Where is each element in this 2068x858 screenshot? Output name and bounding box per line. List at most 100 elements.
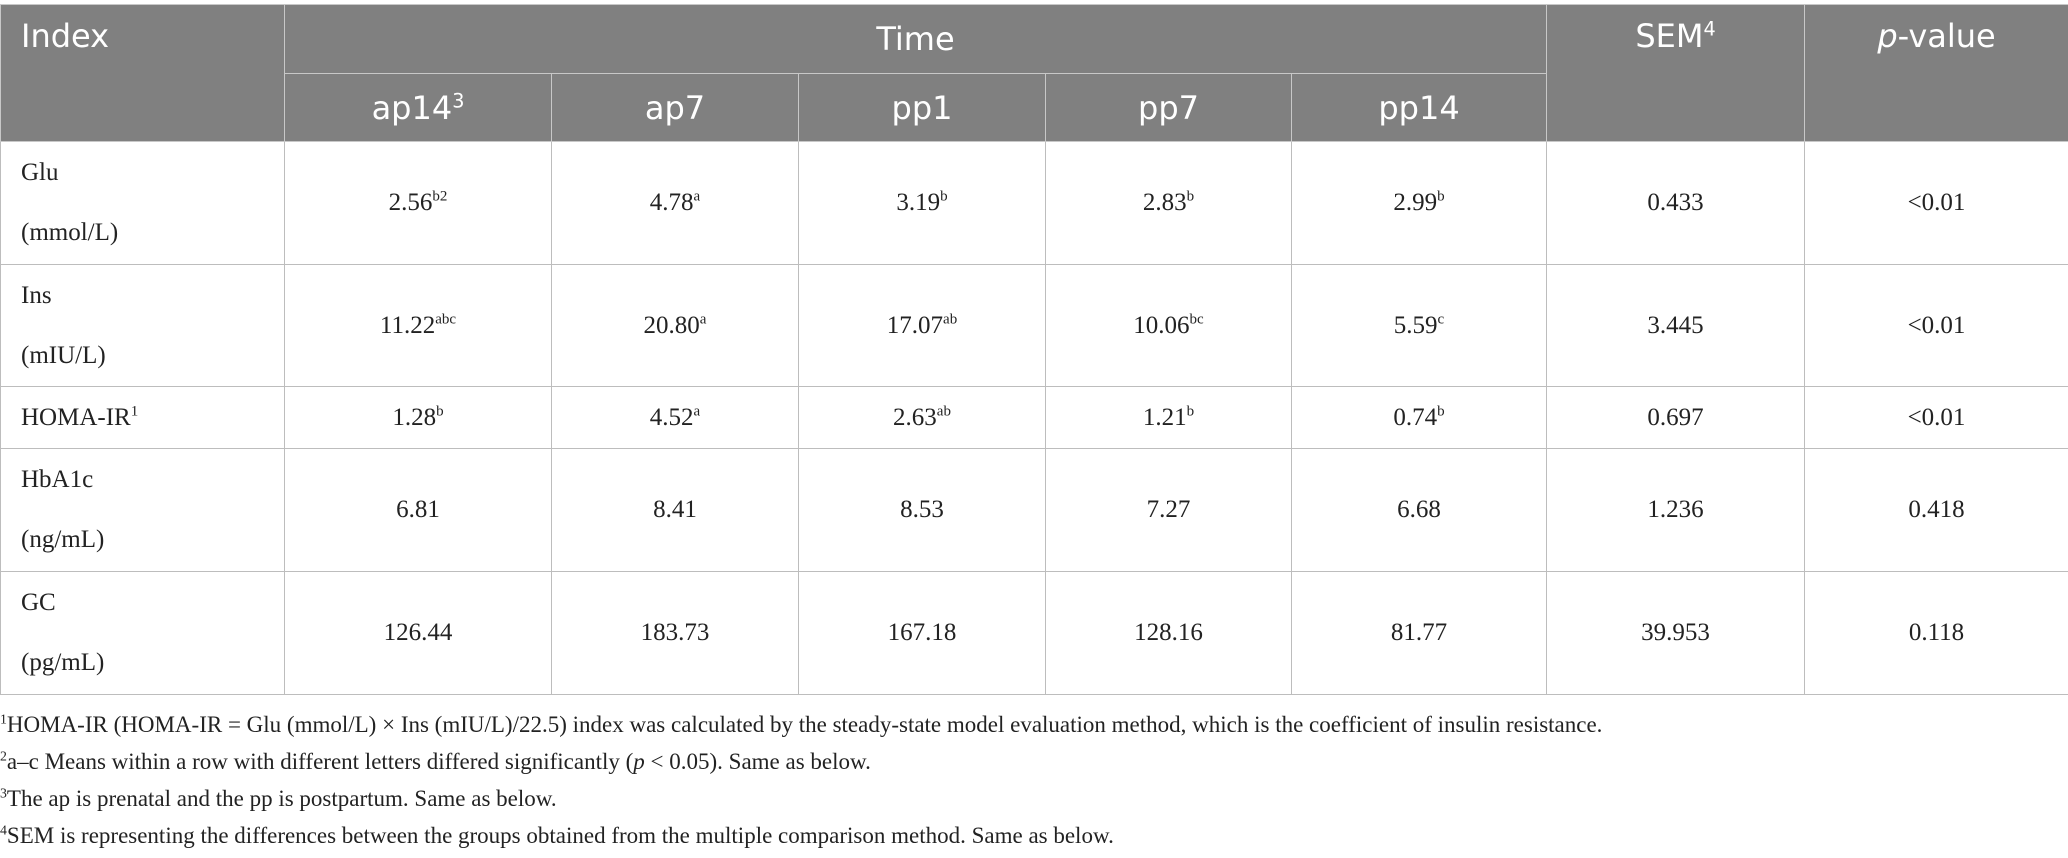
footnote-mark: 2 [0, 748, 7, 764]
index-unit: (mmol/L) [21, 219, 119, 246]
value: 4.78 [649, 189, 694, 216]
header-cell: Time [283, 4, 1548, 74]
value-cell: 5.59c [1290, 264, 1548, 387]
sem-cell: 3.445 [1546, 264, 1806, 387]
table-row: Glu (mmol/L) 2.56b2 4.78a 3.19b 2.83b 2.99b 0.4… [0, 141, 2068, 265]
index-unit: (pg/mL) [21, 649, 105, 676]
footnote-text: p [633, 749, 645, 774]
value-cell: 167.18 [798, 571, 1046, 695]
superscript: bc [1189, 311, 1204, 328]
value-cell: 2.56b2 [284, 141, 552, 265]
index-unit: (mIU/L) [21, 341, 106, 369]
value-cell: 2.83b [1045, 141, 1292, 265]
header-cell: SEM4 [1546, 4, 1806, 142]
superscript: b [1437, 403, 1445, 420]
value: 6.68 [1397, 496, 1441, 523]
value: 1.21 [1142, 403, 1187, 431]
superscript: b2 [432, 188, 448, 205]
value: 4.52 [649, 403, 694, 431]
value-cell: 81.77 [1290, 571, 1548, 695]
header-text: ap7 [644, 88, 706, 127]
value: 2.83 [1142, 189, 1187, 216]
value-cell: 4.52a [551, 386, 799, 449]
footnote-text: HOMA-IR (HOMA-IR = Glu (mmol/L) × Ins (m… [6, 712, 1603, 737]
value: 126.44 [383, 619, 453, 646]
footnote: 1HOMA-IR (HOMA-IR = Glu (mmol/L) × Ins (… [0, 706, 1602, 743]
value-cell: 8.41 [551, 448, 799, 572]
row-label: Glu (mmol/L) [0, 141, 285, 265]
superscript: 4 [1703, 17, 1716, 41]
value-cell: 4.78a [551, 141, 799, 265]
header-cell: ap7 [551, 73, 799, 142]
row-label: HOMA-IR1 [0, 386, 285, 449]
superscript: b [940, 188, 948, 205]
value-cell: 126.44 [284, 571, 552, 695]
footnote: 4SEM is representing the differences bet… [0, 817, 1602, 854]
superscript: b [436, 403, 444, 420]
header-cell: p-value [1804, 4, 2068, 142]
index-name: GC [21, 573, 284, 633]
index-name: Ins [21, 266, 284, 326]
value-cell: 11.22abc [284, 264, 552, 387]
header-text: -value [1897, 17, 1996, 55]
footnote: 3The ap is prenatal and the pp is postpa… [0, 780, 1602, 817]
value: 2.56 [388, 189, 433, 216]
footnote-mark: 3 [0, 785, 7, 801]
value-cell: 8.53 [798, 448, 1046, 572]
superscript: ab [943, 311, 958, 328]
index-unit: (ng/mL) [21, 526, 105, 553]
value: 5.59 [1393, 311, 1438, 339]
index-name: HOMA-IR1 [21, 388, 284, 448]
footnote-text: SEM is representing the differences betw… [6, 823, 1114, 848]
value: 17.07 [886, 311, 944, 339]
value: 183.73 [640, 619, 710, 646]
header-text: pp7 [1138, 88, 1199, 127]
footnote-text: The ap is prenatal and the pp is postpar… [6, 786, 557, 811]
table-row: HOMA-IR1 1.28b 4.52a 2.63ab 1.21b 0.74b 0.697 <… [0, 386, 2068, 449]
value-cell: 0.74b [1290, 386, 1548, 449]
superscript: abc [435, 311, 457, 328]
index-text: Ins [21, 281, 52, 309]
superscript: a [693, 188, 701, 205]
index-name: Glu [21, 143, 284, 203]
index-text: GC [21, 589, 56, 616]
header-text: ap14 [371, 88, 453, 127]
superscript: b [1186, 403, 1195, 420]
header-row: ap143 ap7 pp1 pp7 pp14 [1, 73, 2068, 142]
table-row: HbA1c (ng/mL) 6.81 8.41 8.53 7.27 6.68 1.236 0.4… [0, 448, 2068, 572]
header-text: Index [21, 17, 110, 55]
header-text: p [1877, 17, 1898, 55]
value: 2.99 [1393, 189, 1438, 216]
superscript: c [1437, 311, 1445, 328]
superscript: b [1186, 188, 1195, 205]
header-row: Index Time SEM4 p-value [0, 4, 2068, 142]
value: 7.27 [1146, 496, 1191, 523]
value: 20.80 [643, 311, 700, 339]
superscript: 3 [452, 88, 465, 112]
value: 8.41 [653, 496, 697, 523]
footnote-text: a–c Means within a row with different le… [6, 749, 634, 774]
footnote-text: < 0.05). Same as below. [644, 749, 871, 774]
value-cell: 2.63ab [798, 386, 1046, 449]
sem-cell: 0.433 [1546, 141, 1806, 265]
index-text: HbA1c [21, 466, 94, 493]
value: 11.22 [379, 311, 436, 339]
footnote-mark: 4 [0, 822, 7, 838]
p-cell: <0.01 [1804, 386, 2068, 449]
footnote: 2a–c Means within a row with different l… [0, 743, 1602, 780]
header-cell: pp1 [798, 73, 1046, 142]
header-text: SEM [1635, 17, 1704, 55]
index-text: HOMA-IR [21, 403, 131, 431]
p-cell: <0.01 [1804, 141, 2068, 265]
value-cell: 10.06bc [1045, 264, 1292, 387]
p-cell: 0.418 [1804, 448, 2068, 572]
value: 1.28 [392, 403, 437, 431]
p-cell: <0.01 [1804, 264, 2068, 387]
value-cell: 183.73 [551, 571, 799, 695]
header-cell: pp7 [1045, 73, 1292, 142]
header-cell: pp14 [1290, 73, 1548, 142]
header-text: pp14 [1378, 88, 1460, 127]
index-text: Glu [21, 159, 59, 186]
value-cell: 1.28b [284, 386, 552, 449]
